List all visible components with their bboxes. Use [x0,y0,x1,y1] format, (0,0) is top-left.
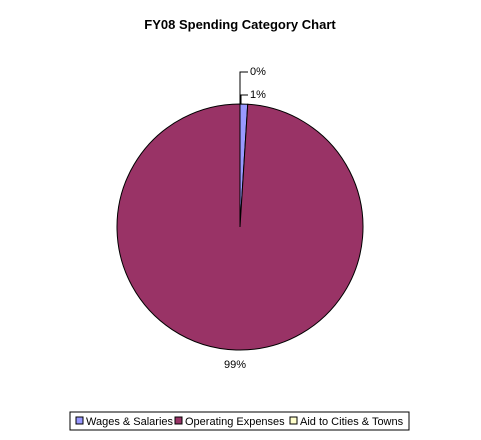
chart-title: FY08 Spending Category Chart [144,17,336,32]
legend-label-aid-cities-towns: Aid to Cities & Towns [300,416,404,428]
data-label-wages-salaries: 1% [250,89,266,101]
pie-slices [116,103,364,351]
data-label-operating-expenses: 99% [224,359,246,371]
leader-line-wages-salaries [240,94,248,104]
legend: Wages & Salaries Operating Expenses Aid … [69,411,410,431]
legend-box [69,411,410,431]
legend-swatch-wages-salaries [75,416,84,425]
legend-swatch-operating-expenses [174,416,183,425]
slice-operating-expenses [116,103,364,351]
data-label-aid-cities-towns: 0% [250,66,266,78]
legend-swatch-aid-cities-towns [289,416,298,425]
leader-lines [239,71,248,104]
legend-label-wages-salaries: Wages & Salaries [86,416,174,428]
legend-label-operating-expenses: Operating Expenses [185,416,285,428]
leader-line-aid-cities-towns [239,71,248,104]
